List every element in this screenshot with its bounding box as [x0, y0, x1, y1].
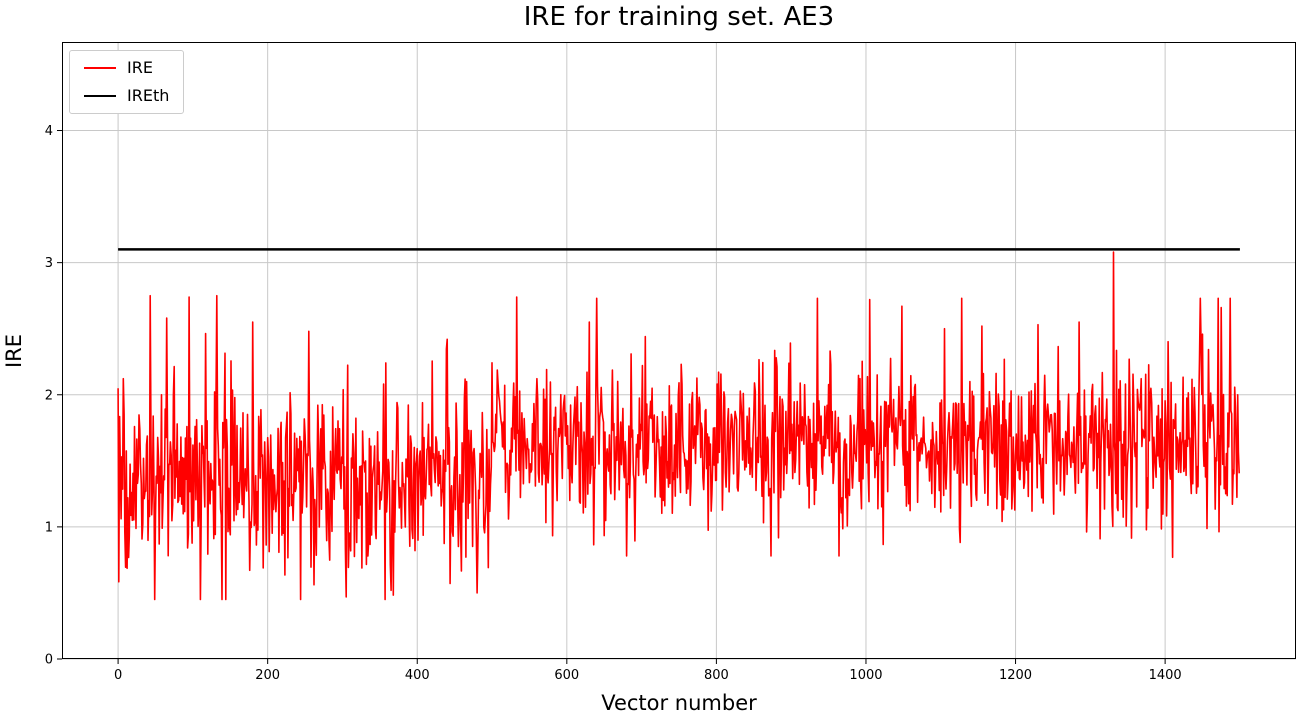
- plot-area: 0 200 400 600 800 1000 1200 1400 0 1 2 3 4 IRE IREth: [45, 42, 1296, 683]
- svg-text:2: 2: [45, 388, 53, 403]
- svg-text:1200: 1200: [999, 668, 1032, 683]
- ireth-line-swatch: [84, 95, 116, 97]
- svg-text:0: 0: [114, 668, 122, 683]
- legend-entry-ireth: IREth: [84, 88, 169, 104]
- svg-text:1000: 1000: [849, 668, 882, 683]
- svg-text:200: 200: [255, 668, 280, 683]
- svg-text:600: 600: [554, 668, 579, 683]
- y-axis-label: IRE: [2, 333, 26, 369]
- chart-title: IRE for training set. AE3: [523, 2, 835, 32]
- svg-text:0: 0: [45, 653, 53, 668]
- legend: IRE IREth: [69, 50, 185, 114]
- legend-label-ire: IRE: [127, 58, 153, 77]
- x-axis-label: Vector number: [601, 691, 757, 715]
- legend-entry-ire: IRE: [84, 60, 169, 76]
- ire-line-swatch: [84, 67, 116, 69]
- svg-text:400: 400: [405, 668, 430, 683]
- svg-text:1: 1: [45, 520, 53, 535]
- legend-label-ireth: IREth: [127, 86, 170, 105]
- svg-text:800: 800: [704, 668, 729, 683]
- svg-text:1400: 1400: [1149, 668, 1182, 683]
- svg-text:4: 4: [45, 124, 53, 139]
- svg-text:3: 3: [45, 256, 53, 271]
- plot-canvas: 0 200 400 600 800 1000 1200 1400 0 1 2 3 4: [45, 42, 1296, 683]
